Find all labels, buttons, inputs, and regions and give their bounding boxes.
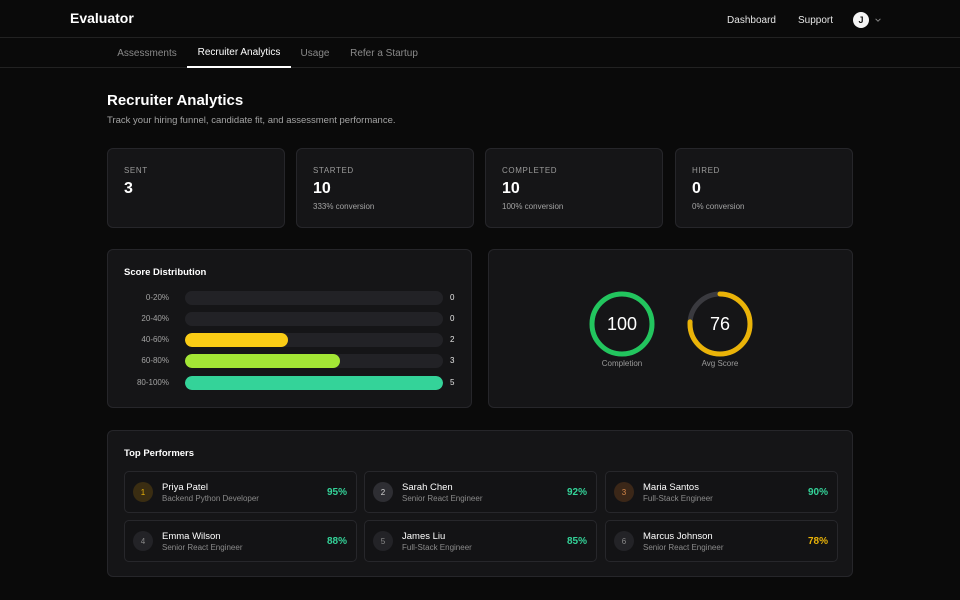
distribution-track [185,291,443,305]
stat-sub: 0% conversion [692,202,745,211]
stat-sub: 100% conversion [502,202,564,211]
distribution-label: 80-100% [136,378,169,387]
performer-score: 78% [807,536,828,547]
stat-label: HIRED [692,166,720,175]
tab-recruiter-analytics[interactable]: Recruiter Analytics [187,38,291,68]
performer-name: Marcus Johnson [643,531,713,542]
performer-name: Sarah Chen [402,482,453,493]
distribution-row: 20-40% 0 [124,312,464,326]
tab-bar: Assessments Recruiter Analytics Usage Re… [0,38,960,68]
distribution-label: 40-60% [141,335,169,344]
stat-value: 0 [692,180,701,197]
performer-score: 95% [326,487,347,498]
stat-label: COMPLETED [502,166,558,175]
avg-score-gauge: 76 [687,291,753,357]
performer-role: Full-Stack Engineer [402,543,472,552]
tab-assessments[interactable]: Assessments [117,47,177,59]
stat-card-sent: SENT 3 [107,148,285,228]
distribution-count: 0 [450,293,455,302]
gauge-arc [687,291,753,357]
performer-card[interactable]: 6 Marcus Johnson Senior React Engineer 7… [605,520,838,562]
distribution-label: 0-20% [145,293,169,302]
section-title: Top Performers [124,448,195,459]
distribution-bar [185,333,289,347]
performer-card[interactable]: 2 Sarah Chen Senior React Engineer 92% [364,471,597,513]
user-menu[interactable]: J [853,12,882,28]
performer-role: Senior React Engineer [162,543,243,552]
stat-card-hired: HIRED 0 0% conversion [675,148,853,228]
completion-gauge: 100 [589,291,655,357]
top-nav: Dashboard Support J [727,12,882,28]
performer-name: Maria Santos [643,482,699,493]
support-link[interactable]: Support [797,14,833,26]
distribution-count: 0 [450,314,455,323]
distribution-track [185,312,443,326]
performer-name: James Liu [402,531,446,542]
distribution-bar [185,354,340,368]
page-title: Recruiter Analytics [107,92,244,109]
gauge-value: 76 [710,314,730,334]
stat-label: STARTED [313,166,354,175]
performer-role: Senior React Engineer [643,543,724,552]
score-distribution-card: Score Distribution 0-20% 0 20-40% 0 40-6… [107,249,472,408]
gauge-label: Completion [601,359,643,368]
distribution-track [185,354,443,368]
distribution-count: 2 [450,335,455,344]
section-title: Score Distribution [124,267,207,278]
chevron-down-icon [875,18,881,22]
rank-badge: 5 [373,531,393,551]
stat-value: 3 [124,180,133,197]
performer-score: 85% [566,536,587,547]
rank-badge: 1 [133,482,153,502]
rank-badge: 2 [373,482,393,502]
distribution-row: 80-100% 5 [124,376,464,390]
stat-sub: 333% conversion [313,202,375,211]
performer-role: Full-Stack Engineer [643,494,713,503]
performer-card[interactable]: 1 Priya Patel Backend Python Developer 9… [124,471,357,513]
rank-badge: 4 [133,531,153,551]
performer-card[interactable]: 5 James Liu Full-Stack Engineer 85% [364,520,597,562]
page-subtitle: Track your hiring funnel, candidate fit,… [107,115,396,126]
performer-card[interactable]: 3 Maria Santos Full-Stack Engineer 90% [605,471,838,513]
top-performers-card: Top Performers 1 Priya Patel Backend Pyt… [107,430,853,577]
tab-usage[interactable]: Usage [300,47,330,59]
stat-value: 10 [313,180,331,197]
distribution-track [185,376,443,390]
gauges-card: 100 Completion 76 Avg Score [488,249,853,408]
gauge-label: Avg Score [701,359,739,368]
stat-value: 10 [502,180,520,197]
avatar[interactable]: J [853,12,869,28]
distribution-bar [185,376,443,390]
rank-badge: 6 [614,531,634,551]
performer-name: Priya Patel [162,482,208,493]
top-bar: Evaluator Dashboard Support J [0,0,960,38]
brand-logo[interactable]: Evaluator [70,10,134,26]
distribution-row: 0-20% 0 [124,291,464,305]
distribution-row: 40-60% 2 [124,333,464,347]
stat-label: SENT [124,166,148,175]
stat-card-completed: COMPLETED 10 100% conversion [485,148,663,228]
rank-badge: 3 [614,482,634,502]
performer-card[interactable]: 4 Emma Wilson Senior React Engineer 88% [124,520,357,562]
dashboard-link[interactable]: Dashboard [727,14,776,26]
performer-role: Backend Python Developer [162,494,259,503]
distribution-count: 3 [450,356,455,365]
gauge-value: 100 [607,314,637,334]
performer-score: 88% [326,536,347,547]
performer-name: Emma Wilson [162,531,221,542]
distribution-track [185,333,443,347]
distribution-row: 60-80% 3 [124,354,464,368]
performer-score: 90% [807,487,828,498]
stat-card-started: STARTED 10 333% conversion [296,148,474,228]
distribution-label: 60-80% [141,356,169,365]
distribution-count: 5 [450,378,455,387]
tab-refer-a-startup[interactable]: Refer a Startup [350,47,418,59]
distribution-label: 20-40% [141,314,169,323]
performer-role: Senior React Engineer [402,494,483,503]
gauge-arc [589,291,655,357]
performer-score: 92% [566,487,587,498]
